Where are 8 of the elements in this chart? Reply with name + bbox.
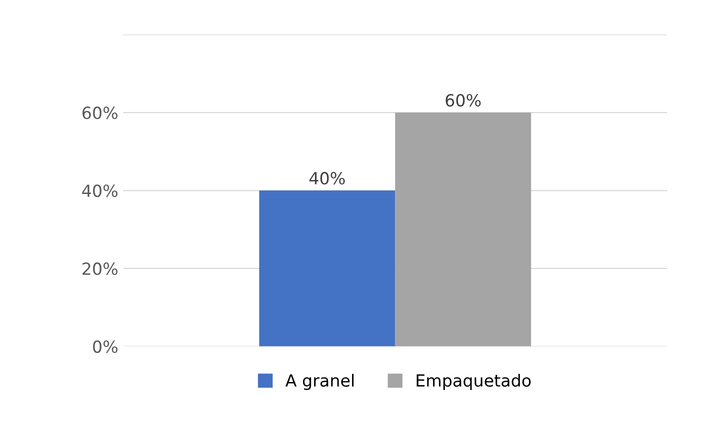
- y-tick-label: 20%: [82, 262, 118, 276]
- y-tick-label: 60%: [82, 106, 118, 120]
- y-tick-label: 0%: [93, 340, 118, 353]
- data-label: 60%: [446, 94, 481, 107]
- data-label: 40%: [309, 172, 345, 185]
- y-tick-label: 40%: [82, 184, 118, 198]
- legend-label: A granel: [285, 374, 354, 390]
- legend-label: Empaquetado: [416, 374, 531, 390]
